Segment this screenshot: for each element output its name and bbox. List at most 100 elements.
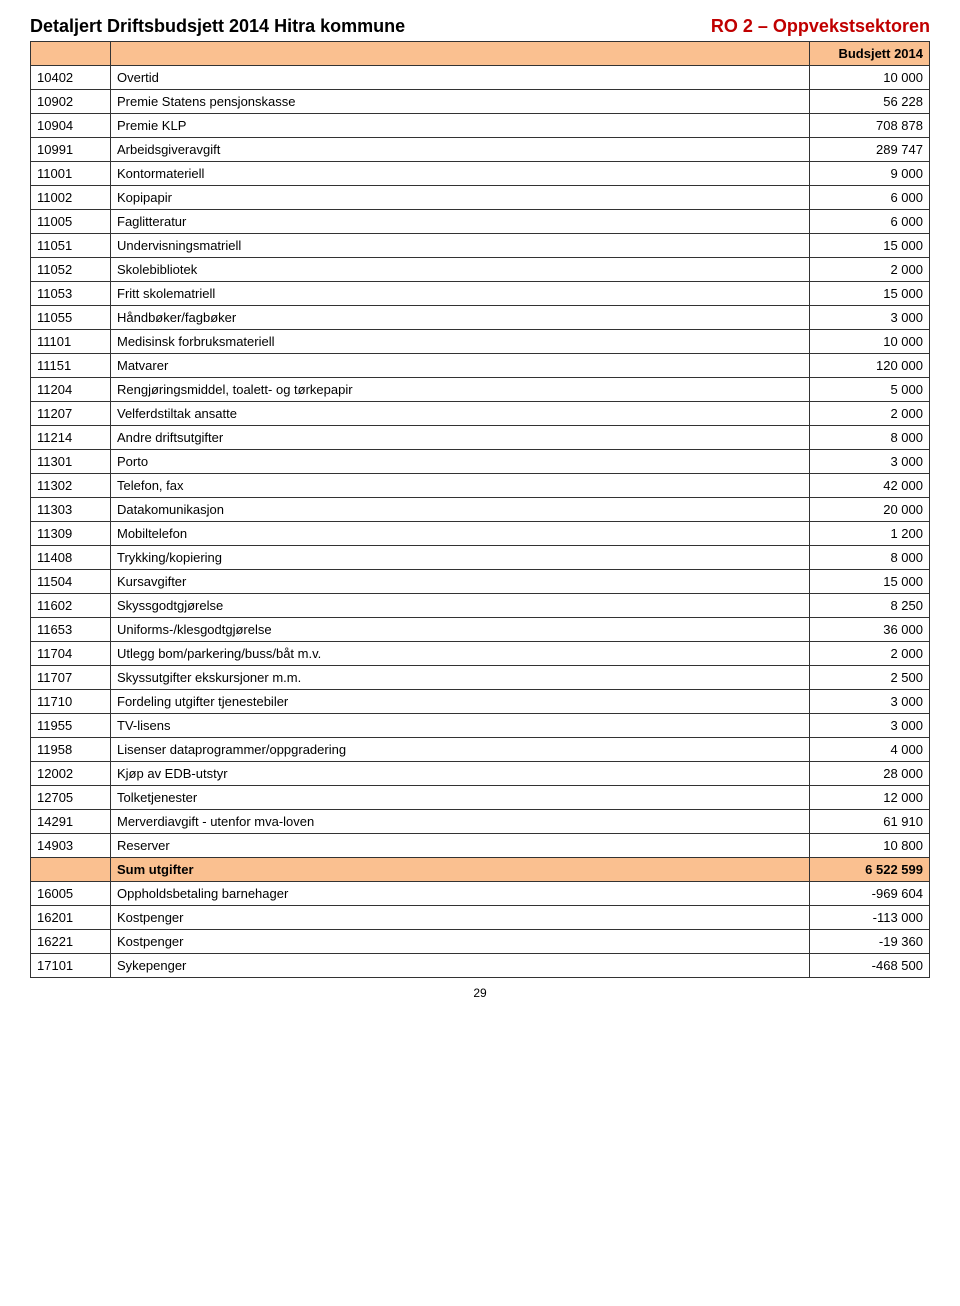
cell-code: 11214 bbox=[31, 426, 111, 450]
cell-value: -468 500 bbox=[810, 954, 930, 978]
sum-row: Sum utgifter6 522 599 bbox=[31, 858, 930, 882]
table-row: 11001Kontormateriell9 000 bbox=[31, 162, 930, 186]
cell-value: 3 000 bbox=[810, 306, 930, 330]
page-number: 29 bbox=[30, 986, 930, 1000]
cell-code: 11005 bbox=[31, 210, 111, 234]
cell-value: 2 500 bbox=[810, 666, 930, 690]
table-body: 10402Overtid10 00010902Premie Statens pe… bbox=[31, 66, 930, 978]
header-blank-desc bbox=[111, 42, 810, 66]
cell-value: 5 000 bbox=[810, 378, 930, 402]
cell-code: 11303 bbox=[31, 498, 111, 522]
table-row: 11653Uniforms-/klesgodtgjørelse36 000 bbox=[31, 618, 930, 642]
cell-code: 14903 bbox=[31, 834, 111, 858]
cell-code: 11001 bbox=[31, 162, 111, 186]
cell-description: Utlegg bom/parkering/buss/båt m.v. bbox=[111, 642, 810, 666]
cell-code: 14291 bbox=[31, 810, 111, 834]
table-row: 14903Reserver10 800 bbox=[31, 834, 930, 858]
cell-value: 289 747 bbox=[810, 138, 930, 162]
table-row: 10402Overtid10 000 bbox=[31, 66, 930, 90]
cell-code: 11408 bbox=[31, 546, 111, 570]
cell-description: Faglitteratur bbox=[111, 210, 810, 234]
table-row: 11151Matvarer120 000 bbox=[31, 354, 930, 378]
table-row: 12002Kjøp av EDB-utstyr28 000 bbox=[31, 762, 930, 786]
table-row: 11204Rengjøringsmiddel, toalett- og tørk… bbox=[31, 378, 930, 402]
cell-code: 12705 bbox=[31, 786, 111, 810]
cell-description: Matvarer bbox=[111, 354, 810, 378]
table-row: 11051Undervisningsmatriell15 000 bbox=[31, 234, 930, 258]
cell-value: 42 000 bbox=[810, 474, 930, 498]
cell-description: Merverdiavgift - utenfor mva-loven bbox=[111, 810, 810, 834]
cell-description: Kjøp av EDB-utstyr bbox=[111, 762, 810, 786]
cell-code: 11955 bbox=[31, 714, 111, 738]
cell-description: Reserver bbox=[111, 834, 810, 858]
table-row: 11053Fritt skolematriell15 000 bbox=[31, 282, 930, 306]
title-left: Detaljert Driftsbudsjett 2014 Hitra komm… bbox=[30, 16, 405, 37]
cell-description: Mobiltelefon bbox=[111, 522, 810, 546]
cell-code: 11707 bbox=[31, 666, 111, 690]
cell-value: 2 000 bbox=[810, 402, 930, 426]
table-row: 11002Kopipapir6 000 bbox=[31, 186, 930, 210]
table-header: Budsjett 2014 bbox=[31, 42, 930, 66]
table-row: 11055Håndbøker/fagbøker3 000 bbox=[31, 306, 930, 330]
header-blank-code bbox=[31, 42, 111, 66]
header-budget-label: Budsjett 2014 bbox=[810, 42, 930, 66]
cell-value: 708 878 bbox=[810, 114, 930, 138]
cell-value: 10 000 bbox=[810, 66, 930, 90]
cell-code: 10402 bbox=[31, 66, 111, 90]
cell-code: 11053 bbox=[31, 282, 111, 306]
cell-code: 11602 bbox=[31, 594, 111, 618]
table-row: 11052Skolebibliotek2 000 bbox=[31, 258, 930, 282]
cell-code: 11207 bbox=[31, 402, 111, 426]
cell-code: 11301 bbox=[31, 450, 111, 474]
cell-value: 9 000 bbox=[810, 162, 930, 186]
cell-value: 12 000 bbox=[810, 786, 930, 810]
cell-description: Tolketjenester bbox=[111, 786, 810, 810]
cell-value: 8 000 bbox=[810, 426, 930, 450]
table-row: 11005Faglitteratur6 000 bbox=[31, 210, 930, 234]
cell-description: Arbeidsgiveravgift bbox=[111, 138, 810, 162]
table-row: 16221Kostpenger-19 360 bbox=[31, 930, 930, 954]
cell-description: Fordeling utgifter tjenestebiler bbox=[111, 690, 810, 714]
cell-value: 28 000 bbox=[810, 762, 930, 786]
table-row: 11301Porto3 000 bbox=[31, 450, 930, 474]
cell-code: 11002 bbox=[31, 186, 111, 210]
cell-value: 8 000 bbox=[810, 546, 930, 570]
cell-code: 17101 bbox=[31, 954, 111, 978]
table-row: 11710Fordeling utgifter tjenestebiler3 0… bbox=[31, 690, 930, 714]
table-row: 11408Trykking/kopiering8 000 bbox=[31, 546, 930, 570]
cell-description: TV-lisens bbox=[111, 714, 810, 738]
table-row: 11303Datakomunikasjon20 000 bbox=[31, 498, 930, 522]
cell-code: 11302 bbox=[31, 474, 111, 498]
cell-code: 16201 bbox=[31, 906, 111, 930]
table-row: 12705Tolketjenester12 000 bbox=[31, 786, 930, 810]
cell-description: Premie KLP bbox=[111, 114, 810, 138]
cell-value: 10 800 bbox=[810, 834, 930, 858]
cell-description: Telefon, fax bbox=[111, 474, 810, 498]
cell-value: 6 000 bbox=[810, 210, 930, 234]
table-row: 11958Lisenser dataprogrammer/oppgraderin… bbox=[31, 738, 930, 762]
cell-description: Sum utgifter bbox=[111, 858, 810, 882]
table-row: 10904Premie KLP708 878 bbox=[31, 114, 930, 138]
cell-code: 12002 bbox=[31, 762, 111, 786]
cell-code: 11151 bbox=[31, 354, 111, 378]
cell-value: 120 000 bbox=[810, 354, 930, 378]
cell-description: Datakomunikasjon bbox=[111, 498, 810, 522]
cell-description: Oppholdsbetaling barnehager bbox=[111, 882, 810, 906]
table-row: 11309Mobiltelefon1 200 bbox=[31, 522, 930, 546]
cell-code bbox=[31, 858, 111, 882]
cell-value: -113 000 bbox=[810, 906, 930, 930]
cell-description: Kursavgifter bbox=[111, 570, 810, 594]
cell-code: 11052 bbox=[31, 258, 111, 282]
cell-value: 61 910 bbox=[810, 810, 930, 834]
cell-description: Kontormateriell bbox=[111, 162, 810, 186]
cell-description: Rengjøringsmiddel, toalett- og tørkepapi… bbox=[111, 378, 810, 402]
table-row: 11302Telefon, fax42 000 bbox=[31, 474, 930, 498]
cell-code: 11504 bbox=[31, 570, 111, 594]
cell-value: 10 000 bbox=[810, 330, 930, 354]
cell-description: Premie Statens pensjonskasse bbox=[111, 90, 810, 114]
cell-value: 15 000 bbox=[810, 282, 930, 306]
cell-code: 11704 bbox=[31, 642, 111, 666]
cell-value: 8 250 bbox=[810, 594, 930, 618]
cell-description: Lisenser dataprogrammer/oppgradering bbox=[111, 738, 810, 762]
table-row: 11955TV-lisens3 000 bbox=[31, 714, 930, 738]
